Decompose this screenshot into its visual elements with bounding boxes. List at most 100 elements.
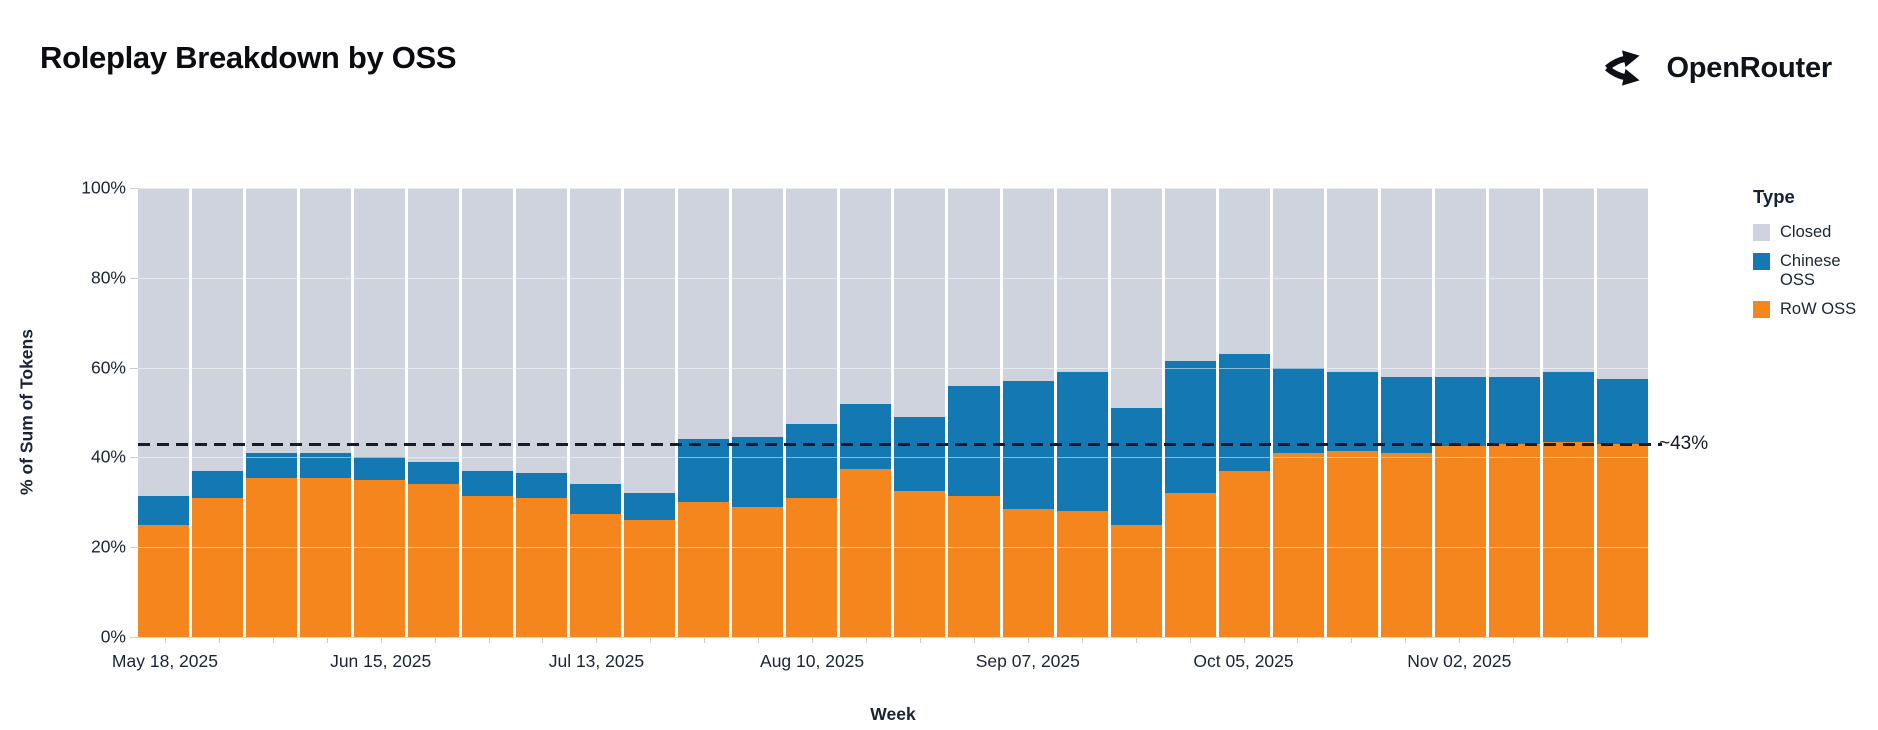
bar-aug-24-2025 <box>894 188 946 637</box>
bar-segment-chinese-oss <box>894 417 946 492</box>
y-tick-label: 80% <box>90 267 126 288</box>
bar-segment-chinese-oss <box>1488 376 1540 444</box>
x-tick <box>1189 638 1191 643</box>
bar-segment-chinese-oss <box>1434 376 1486 447</box>
gridline-60 <box>138 367 1648 369</box>
legend-title: Type <box>1753 186 1795 207</box>
bar-segment-closed <box>678 188 730 440</box>
bar-may-25-2025 <box>192 188 244 637</box>
bar-segment-closed <box>300 188 352 453</box>
bar-oct-26-2025 <box>1380 188 1432 637</box>
x-tick <box>434 638 436 643</box>
x-tick <box>1621 638 1623 643</box>
bar-segment-chinese-oss <box>678 439 730 503</box>
bar-segment-chinese-oss <box>192 470 244 498</box>
bar-segment-row-oss <box>1380 452 1432 637</box>
x-tick <box>812 638 814 643</box>
x-tick <box>1243 638 1245 643</box>
bar-segment-chinese-oss <box>1326 372 1378 451</box>
bar-segment-chinese-oss <box>1596 378 1648 444</box>
chart-plot <box>138 188 1662 637</box>
y-tick-label: 20% <box>90 536 126 557</box>
bar-segment-closed <box>1380 188 1432 377</box>
x-tick <box>704 638 706 643</box>
bar-segment-row-oss <box>1434 446 1486 637</box>
bar-segment-chinese-oss <box>948 385 1000 496</box>
bar-stack-container <box>138 188 1648 637</box>
x-axis-line <box>138 637 1648 638</box>
y-tick <box>130 457 138 459</box>
bar-sep-07-2025 <box>1002 188 1054 637</box>
bar-segment-closed <box>1326 188 1378 373</box>
bar-jun-01-2025 <box>246 188 298 637</box>
bar-segment-row-oss <box>894 491 946 637</box>
x-tick <box>542 638 544 643</box>
reference-line-43pct <box>138 442 1662 446</box>
legend-item-chinese-oss: Chinese OSS <box>1753 252 1871 290</box>
bar-jun-08-2025 <box>300 188 352 637</box>
bar-aug-17-2025 <box>840 188 892 637</box>
bar-segment-chinese-oss <box>1542 372 1594 442</box>
bar-segment-closed <box>138 188 190 496</box>
bar-segment-closed <box>840 188 892 404</box>
bar-segment-chinese-oss <box>732 437 784 507</box>
bar-nov-23-2025 <box>1596 188 1648 637</box>
bar-segment-chinese-oss <box>246 452 298 478</box>
bar-segment-closed <box>624 188 676 494</box>
bar-segment-row-oss <box>192 497 244 637</box>
bar-segment-chinese-oss <box>1272 367 1324 453</box>
x-tick <box>218 638 220 643</box>
bar-segment-closed <box>1542 188 1594 373</box>
bar-jul-27-2025 <box>678 188 730 637</box>
bar-segment-chinese-oss <box>408 461 460 485</box>
y-tick-label: 100% <box>81 177 126 198</box>
x-tick-label: Nov 02, 2025 <box>1407 651 1512 671</box>
bar-segment-row-oss <box>1164 493 1216 637</box>
x-tick <box>1351 638 1353 643</box>
bar-segment-chinese-oss <box>1056 372 1108 512</box>
x-tick <box>1027 638 1029 643</box>
x-tick <box>866 638 868 643</box>
y-tick-label: 0% <box>100 626 126 647</box>
x-tick <box>919 638 921 643</box>
bar-segment-row-oss <box>1488 443 1540 637</box>
bar-segment-closed <box>1056 188 1108 373</box>
x-tick-label: May 18, 2025 <box>111 651 218 671</box>
bar-segment-chinese-oss <box>1218 354 1270 471</box>
y-tick-label: 40% <box>90 446 126 467</box>
bar-segment-closed <box>462 188 514 471</box>
bar-segment-row-oss <box>462 495 514 637</box>
y-tick-label: 60% <box>90 357 126 378</box>
bar-segment-closed <box>1164 188 1216 361</box>
y-tick <box>130 188 138 189</box>
gridline-20 <box>138 547 1648 549</box>
bar-aug-31-2025 <box>948 188 1000 637</box>
x-tick <box>164 638 166 643</box>
legend-label: RoW OSS <box>1780 299 1857 318</box>
bar-segment-closed <box>570 188 622 485</box>
legend-swatch-closed <box>1753 224 1770 241</box>
bar-segment-closed <box>516 188 568 474</box>
x-tick-label: Oct 05, 2025 <box>1193 651 1294 671</box>
x-tick <box>1405 638 1407 643</box>
bar-aug-10-2025 <box>786 188 838 637</box>
legend-swatch-chinese-oss <box>1753 252 1770 270</box>
x-tick <box>596 638 598 643</box>
bar-jul-06-2025 <box>516 188 568 637</box>
bar-segment-row-oss <box>840 468 892 637</box>
legend-item-closed: Closed <box>1753 223 1871 242</box>
bar-segment-closed <box>1434 188 1486 377</box>
bar-segment-row-oss <box>786 497 838 637</box>
x-tick-label: Aug 10, 2025 <box>760 651 865 671</box>
x-tick <box>1081 638 1083 643</box>
bar-segment-closed <box>786 188 838 424</box>
bar-segment-closed <box>894 188 946 417</box>
legend-label: Closed <box>1780 223 1832 241</box>
bar-segment-chinese-oss <box>624 493 676 521</box>
bar-segment-closed <box>1488 188 1540 377</box>
bar-segment-row-oss <box>246 477 298 637</box>
x-tick <box>1567 638 1569 643</box>
bar-segment-closed <box>1218 188 1270 355</box>
bar-segment-row-oss <box>732 506 784 637</box>
x-tick-label: Jun 15, 2025 <box>330 651 432 671</box>
